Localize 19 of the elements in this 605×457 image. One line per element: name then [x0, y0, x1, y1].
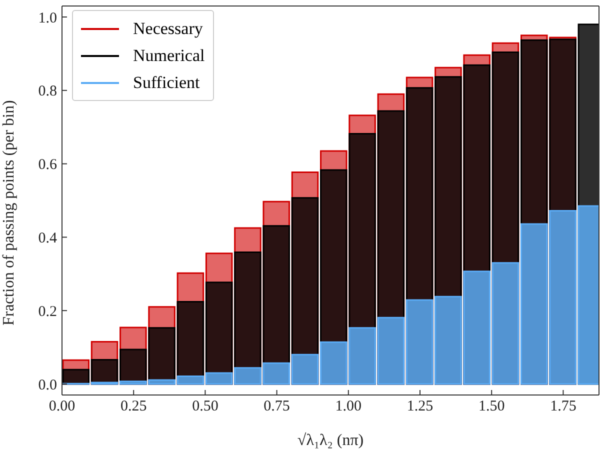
- y-tick-label: 0.2: [38, 304, 57, 320]
- y-axis-title: Fraction of passing points (per bin): [0, 100, 18, 326]
- y-tick-label: 0.0: [38, 377, 57, 394]
- x-tick-label: 1.25: [406, 398, 434, 415]
- x-tick-label: 0.75: [264, 398, 290, 415]
- y-tick-label: 0.8: [38, 84, 57, 100]
- x-tick-label: 1.75: [550, 398, 576, 415]
- legend-label: Sufficient: [133, 72, 200, 92]
- x-tick-label: 0.00: [48, 398, 76, 415]
- x-tick-label: 0.25: [120, 398, 147, 415]
- legend-label: Numerical: [133, 46, 205, 66]
- y-tick-label: 0.4: [38, 230, 58, 247]
- y-tick-label: 1.0: [38, 10, 57, 26]
- x-axis-title: √λ₁λ₂ (nπ): [297, 432, 364, 449]
- legend-label: Necessary: [133, 18, 203, 38]
- x-tick-label: 0.50: [192, 398, 218, 415]
- x-tick-label: 1.00: [335, 398, 362, 415]
- y-tick-label: 0.6: [38, 157, 58, 174]
- x-tick-label: 1.50: [478, 398, 505, 415]
